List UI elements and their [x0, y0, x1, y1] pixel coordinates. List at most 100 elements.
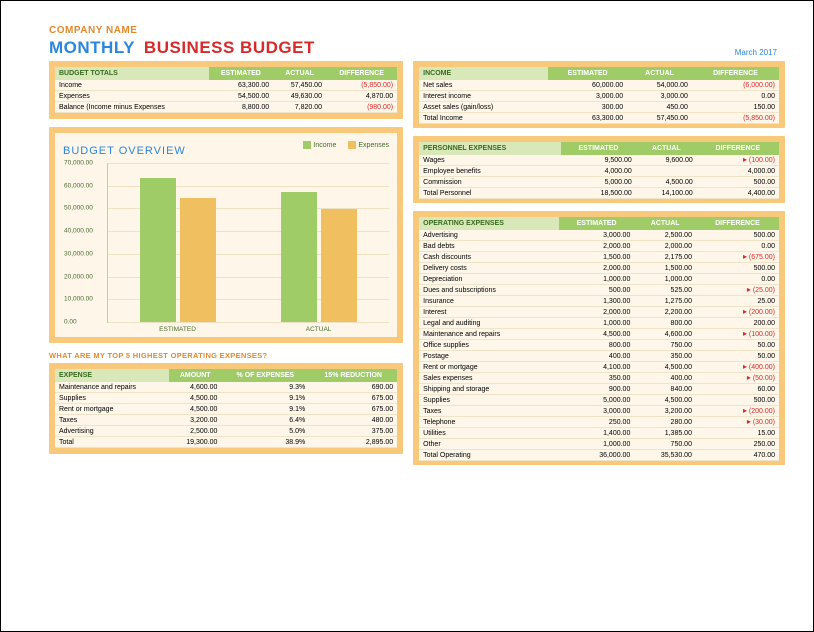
table-row: Employee benefits 4,000.00 4,000.00 [419, 166, 779, 177]
cell-diff: (200.00) [696, 307, 779, 318]
company-name: COMPANY NAME [49, 25, 785, 36]
chart-title: BUDGET OVERVIEW [63, 145, 186, 157]
table-row: Legal and auditing 1,000.00 800.00 200.0… [419, 318, 779, 329]
table-row: Maintenance and repairs 4,600.00 9.3% 69… [55, 382, 397, 393]
cell-name: Commission [419, 177, 561, 188]
table-row: Rent or mortgage 4,500.00 9.1% 675.00 [55, 404, 397, 415]
table-row: Bad debts 2,000.00 2,000.00 0.00 [419, 241, 779, 252]
cell-act: 525.00 [634, 285, 696, 296]
table-row: Taxes 3,200.00 6.4% 480.00 [55, 415, 397, 426]
cell-name: Delivery costs [419, 263, 559, 274]
panel-budget-totals: BUDGET TOTALS ESTIMATED ACTUAL DIFFERENC… [49, 61, 403, 119]
panel-top5: EXPENSE AMOUNT % OF EXPENSES 15% REDUCTI… [49, 363, 403, 454]
table-row: Advertising 2,500.00 5.0% 375.00 [55, 426, 397, 437]
cell-act: 750.00 [634, 439, 696, 450]
table-row: Income 63,300.00 57,450.00 (5,850.00) [55, 80, 397, 91]
cell-est: 500.00 [559, 285, 634, 296]
cell-diff: 500.00 [696, 263, 779, 274]
flag-icon [741, 364, 747, 370]
cell-diff: (200.00) [696, 406, 779, 417]
cell-diff: (5,850.00) [326, 80, 397, 91]
cell-name: Telephone [419, 417, 559, 428]
cell-name: Employee benefits [419, 166, 561, 177]
cell-act: 1,275.00 [634, 296, 696, 307]
cell-est: 1,000.00 [559, 439, 634, 450]
table-row: Supplies 4,500.00 9.1% 675.00 [55, 393, 397, 404]
table-income: INCOME ESTIMATED ACTUAL DIFFERENCE Net s… [419, 67, 779, 124]
cell-diff: 500.00 [697, 177, 779, 188]
cell-act: 4,500.00 [634, 362, 696, 373]
table-row: Expenses 54,500.00 49,630.00 4,870.00 [55, 91, 397, 102]
x-tick-label: ACTUAL [248, 326, 389, 333]
cell-est: 2,000.00 [559, 263, 634, 274]
cell-diff: 250.00 [696, 439, 779, 450]
cell-diff: (50.00) [696, 373, 779, 384]
cell-name: Office supplies [419, 340, 559, 351]
table-row-total: Total Operating 36,000.00 35,530.00 470.… [419, 450, 779, 461]
cell-name: Interest income [419, 91, 548, 102]
cell-diff: 0.00 [692, 91, 779, 102]
cell-est: 2,000.00 [559, 241, 634, 252]
cell-est: 1,300.00 [559, 296, 634, 307]
cell-est: 250.00 [559, 417, 634, 428]
cell-diff: 150.00 [692, 102, 779, 113]
cell-diff: (100.00) [696, 329, 779, 340]
cell-name: Insurance [419, 296, 559, 307]
cell-act: 1,500.00 [634, 263, 696, 274]
cell-est: 3,000.00 [548, 91, 627, 102]
cell-name: Asset sales (gain/loss) [419, 102, 548, 113]
cell-est: 300.00 [548, 102, 627, 113]
cell-diff: (100.00) [697, 155, 779, 166]
cell-diff: 0.00 [696, 274, 779, 285]
cell-name: Taxes [419, 406, 559, 417]
cell-diff: (400.00) [696, 362, 779, 373]
table-row: Asset sales (gain/loss) 300.00 450.00 15… [419, 102, 779, 113]
cell-act: 1,000.00 [634, 274, 696, 285]
cell-est: 1,000.00 [559, 318, 634, 329]
cell-name: Wages [419, 155, 561, 166]
cell-act: 4,500.00 [636, 177, 697, 188]
table-row: Cash discounts 1,500.00 2,175.00 (675.00… [419, 252, 779, 263]
flag-icon [741, 254, 747, 260]
cell-diff: (980.00) [326, 102, 397, 113]
flag-icon [741, 309, 747, 315]
table-row: Net sales 60,000.00 54,000.00 (6,000.00) [419, 80, 779, 91]
table-row: Taxes 3,000.00 3,200.00 (200.00) [419, 406, 779, 417]
header-label: EXPENSE [55, 369, 169, 382]
cell-act: 750.00 [634, 340, 696, 351]
cell-act: 2,200.00 [634, 307, 696, 318]
cell-name: Cash discounts [419, 252, 559, 263]
cell-diff: 60.00 [696, 384, 779, 395]
header-label: OPERATING EXPENSES [419, 217, 559, 230]
cell-name: Supplies [419, 395, 559, 406]
cell-est: 3,000.00 [559, 230, 634, 241]
col-reduction: 15% REDUCTION [309, 369, 397, 382]
cell-name: Utilities [419, 428, 559, 439]
cell-diff: (25.00) [696, 285, 779, 296]
cell-diff: 500.00 [696, 395, 779, 406]
cell-diff: (6,000.00) [692, 80, 779, 91]
y-tick-label: 60,000.00 [64, 182, 93, 189]
cell-diff: (30.00) [696, 417, 779, 428]
cell-est: 1,500.00 [559, 252, 634, 263]
y-tick-label: 40,000.00 [64, 228, 93, 235]
table-row: Delivery costs 2,000.00 1,500.00 500.00 [419, 263, 779, 274]
table-row: Balance (Income minus Expenses 8,800.00 … [55, 102, 397, 113]
col-estimated: ESTIMATED [209, 67, 274, 80]
cell-est: 3,000.00 [559, 406, 634, 417]
cell-act: 2,175.00 [634, 252, 696, 263]
cell-name: Postage [419, 351, 559, 362]
table-row: Office supplies 800.00 750.00 50.00 [419, 340, 779, 351]
table-row: Insurance 1,300.00 1,275.00 25.00 [419, 296, 779, 307]
panel-chart: BUDGET OVERVIEW IncomeExpenses 0.00 10,0… [49, 127, 403, 343]
header-label: PERSONNEL EXPENSES [419, 142, 561, 155]
y-tick-label: 70,000.00 [64, 160, 93, 167]
table-row: Interest income 3,000.00 3,000.00 0.00 [419, 91, 779, 102]
cell-diff: 0.00 [696, 241, 779, 252]
flag-icon [745, 287, 751, 293]
cell-act: 2,500.00 [634, 230, 696, 241]
flag-icon [741, 157, 747, 163]
cell-name: Shipping and storage [419, 384, 559, 395]
cell-diff: 15.00 [696, 428, 779, 439]
cell-act: 840.00 [634, 384, 696, 395]
